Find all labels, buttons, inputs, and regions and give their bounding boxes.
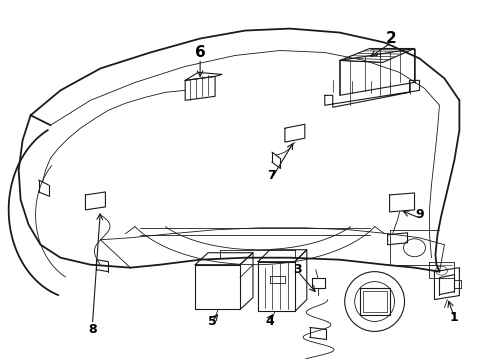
Text: 8: 8 [88, 323, 97, 336]
Text: 1: 1 [450, 311, 459, 324]
Text: 3: 3 [294, 263, 302, 276]
Text: 6: 6 [195, 45, 205, 60]
Text: 7: 7 [268, 168, 276, 181]
Text: 2: 2 [386, 31, 397, 46]
Text: 5: 5 [208, 315, 217, 328]
Text: 4: 4 [266, 315, 274, 328]
Text: 9: 9 [415, 208, 424, 221]
